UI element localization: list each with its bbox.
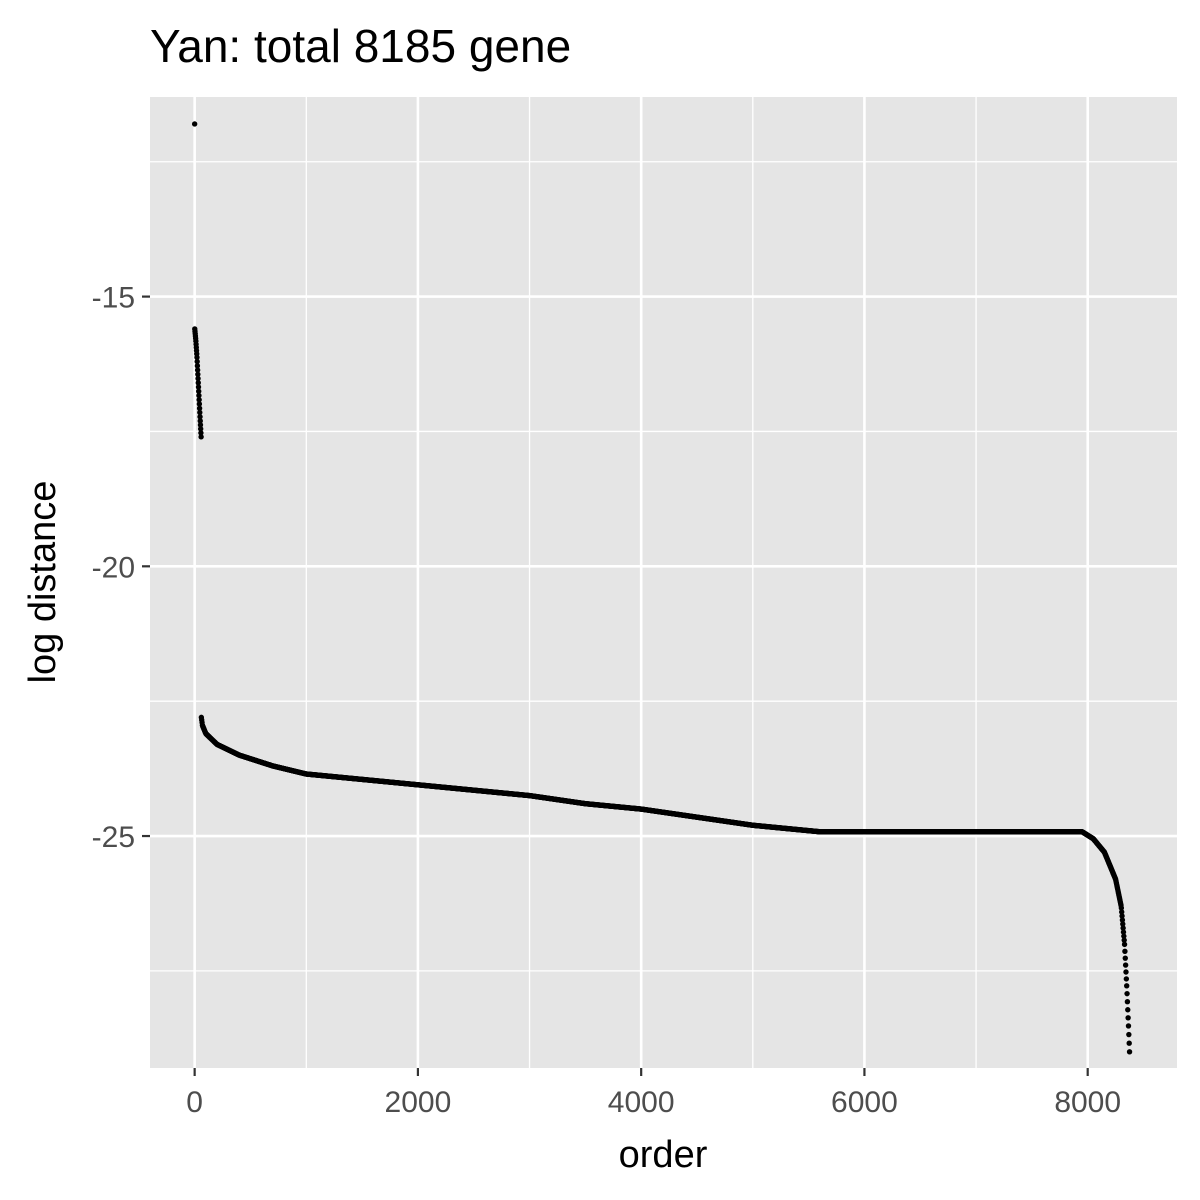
data-point	[191, 121, 198, 127]
data-point	[1122, 955, 1128, 961]
data-point	[196, 388, 202, 394]
y-tick-label: -15	[92, 282, 135, 315]
data-point	[1123, 969, 1129, 975]
data-point	[1119, 913, 1125, 919]
data-point	[198, 434, 204, 440]
x-tick-label: 6000	[831, 1086, 898, 1119]
data-point	[1126, 1049, 1133, 1055]
data-point	[1125, 1015, 1131, 1021]
plot-panel	[150, 97, 1177, 1068]
data-point	[1123, 976, 1130, 982]
y-axis-title: log distance	[22, 481, 64, 684]
data-point	[1124, 983, 1130, 989]
data-point	[1119, 917, 1126, 923]
data-point	[194, 367, 201, 373]
minor-grid	[150, 97, 1177, 1068]
data-point	[196, 401, 203, 407]
data-point	[197, 418, 203, 424]
data-points	[191, 121, 1133, 1055]
data-point	[196, 397, 202, 403]
data-point	[1118, 905, 1125, 911]
data-point	[1120, 921, 1126, 927]
data-point	[1125, 1007, 1131, 1013]
data-point	[196, 405, 203, 411]
data-point	[1126, 1031, 1132, 1038]
data-point	[1121, 937, 1127, 943]
x-tick-label: 8000	[1054, 1086, 1121, 1119]
data-point	[1121, 941, 1128, 948]
data-point	[197, 426, 204, 432]
data-point	[1126, 1040, 1132, 1046]
x-tick-label: 4000	[608, 1086, 675, 1119]
data-point	[195, 380, 201, 386]
chart-title: Yan: total 8185 gene	[150, 20, 571, 72]
data-point	[1124, 990, 1130, 997]
data-point	[1120, 925, 1126, 931]
x-axis-title: order	[619, 1134, 708, 1176]
data-point	[1119, 909, 1125, 915]
data-point	[1122, 948, 1128, 954]
data-point	[1125, 1023, 1132, 1029]
major-grid	[150, 97, 1177, 1068]
data-point	[196, 392, 202, 399]
data-point	[198, 430, 204, 436]
data-point	[197, 414, 203, 420]
y-tick-label: -25	[92, 821, 135, 854]
y-tick-label: -20	[92, 551, 135, 584]
x-axis: 0 2000 4000 6000 8000	[186, 1068, 1121, 1119]
data-point	[194, 354, 200, 361]
data-point	[1120, 929, 1127, 935]
data-point	[1121, 933, 1127, 939]
data-point	[197, 422, 204, 428]
y-axis: -15 -20 -25	[92, 282, 150, 854]
data-point	[1124, 998, 1131, 1005]
data-point	[195, 375, 201, 382]
data-point	[194, 358, 200, 365]
data-point	[1122, 962, 1129, 968]
data-point	[194, 363, 201, 369]
x-tick-label: 0	[186, 1086, 203, 1119]
data-point	[195, 384, 202, 390]
x-tick-label: 2000	[385, 1086, 452, 1119]
data-point	[195, 371, 201, 378]
data-point	[197, 409, 203, 416]
